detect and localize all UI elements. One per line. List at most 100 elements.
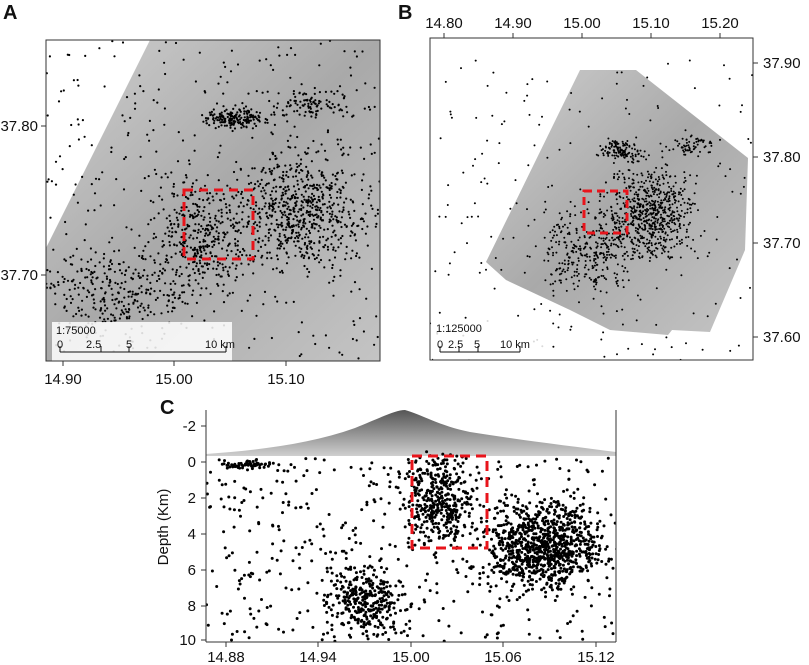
epicenter-dot [642, 206, 645, 209]
epicenter-dot [433, 478, 437, 481]
epicenter-dot [611, 219, 614, 222]
epicenter-dot [240, 262, 243, 265]
epicenter-dot [677, 144, 679, 147]
epicenter-dot [295, 215, 298, 218]
epicenter-dot [574, 543, 578, 547]
epicenter-dot [144, 245, 147, 248]
epicenter-dot [336, 220, 339, 223]
epicenter-dot [236, 111, 239, 114]
epicenter-dot [586, 208, 589, 211]
epicenter-dot [579, 249, 582, 252]
epicenter-dot [524, 505, 528, 509]
epicenter-dot [516, 542, 519, 546]
epicenter-dot [664, 211, 667, 214]
epicenter-dot [258, 111, 262, 114]
epicenter-dot [220, 211, 223, 214]
epicenter-dot [306, 581, 310, 585]
epicenter-dot [652, 200, 655, 203]
epicenter-dot [295, 231, 298, 234]
epicenter-dot [275, 106, 279, 109]
epicenter-dot [594, 545, 598, 548]
epicenter-dot [152, 129, 155, 132]
epicenter-dot [272, 179, 275, 182]
epicenter-dot [339, 191, 342, 195]
epicenter-dot [287, 236, 290, 240]
epicenter-dot [649, 175, 652, 178]
epicenter-dot [80, 314, 83, 317]
epicenter-dot [176, 219, 179, 222]
epicenter-dot [290, 236, 293, 239]
epicenter-dot [168, 240, 171, 244]
epicenter-dot [638, 257, 641, 259]
epicenter-dot [310, 97, 313, 100]
epicenter-dot [213, 223, 217, 226]
epicenter-dot [550, 567, 553, 571]
epicenter-dot [490, 551, 494, 555]
epicenter-dot [54, 160, 58, 163]
epicenter-dot [517, 314, 520, 317]
epicenter-dot [407, 536, 411, 540]
epicenter-dot [563, 223, 566, 226]
epicenter-dot [197, 269, 200, 272]
epicenter-dot [543, 259, 546, 262]
epicenter-dot [317, 249, 321, 252]
epicenter-dot [237, 205, 241, 208]
epicenter-dot [663, 236, 665, 239]
scale-tick-label-a1: 2.5 [86, 339, 101, 351]
epicenter-dot [280, 197, 283, 200]
epicenter-dot [110, 150, 113, 154]
epicenter-dot [319, 186, 322, 189]
epicenter-dot [284, 164, 287, 167]
epicenter-dot [157, 212, 160, 215]
epicenter-dot [512, 532, 516, 536]
epicenter-dot [310, 115, 313, 118]
epicenter-dot [478, 583, 482, 587]
epicenter-dot [623, 149, 625, 152]
epicenter-dot [550, 573, 554, 577]
epicenter-dot [571, 246, 574, 249]
epicenter-dot [85, 295, 88, 298]
epicenter-dot [297, 225, 300, 228]
epicenter-dot [671, 256, 674, 259]
epicenter-dot [274, 198, 277, 201]
epicenter-dot [220, 114, 223, 117]
epicenter-dot [141, 317, 144, 321]
epicenter-dot [309, 200, 312, 203]
epicenter-dot [572, 251, 575, 254]
epicenter-dot [646, 222, 649, 225]
epicenter-dot [546, 550, 550, 554]
epicenter-dot [270, 214, 274, 217]
epicenter-dot [649, 256, 652, 259]
epicenter-dot [93, 192, 97, 195]
epicenter-dot [276, 258, 279, 261]
epicenter-dot [206, 245, 209, 249]
x-tick-label-b0: 14.80 [425, 15, 463, 32]
epicenter-dot [502, 571, 506, 575]
epicenter-dot [626, 254, 629, 257]
epicenter-dot [297, 231, 300, 234]
epicenter-dot [325, 99, 328, 102]
epicenter-dot [578, 565, 582, 569]
epicenter-dot [71, 280, 74, 283]
epicenter-dot [627, 169, 630, 171]
epicenter-dot [686, 202, 689, 205]
epicenter-dot [200, 256, 203, 259]
epicenter-dot [667, 250, 670, 253]
epicenter-dot [197, 228, 200, 231]
epicenter-dot [308, 240, 311, 243]
epicenter-dot [365, 297, 368, 300]
epicenter-dot [275, 157, 278, 160]
epicenter-dot [531, 548, 535, 552]
epicenter-dot [251, 127, 254, 130]
epicenter-dot [549, 555, 553, 559]
epicenter-dot [704, 145, 707, 148]
epicenter-dot [593, 483, 597, 487]
epicenter-dot [358, 288, 361, 291]
epicenter-dot [444, 215, 447, 218]
epicenter-dot [632, 179, 635, 182]
epicenter-dot [475, 527, 479, 531]
epicenter-dot [691, 202, 694, 205]
epicenter-dot [286, 185, 289, 188]
epicenter-dot [475, 465, 479, 469]
epicenter-dot [158, 49, 161, 53]
